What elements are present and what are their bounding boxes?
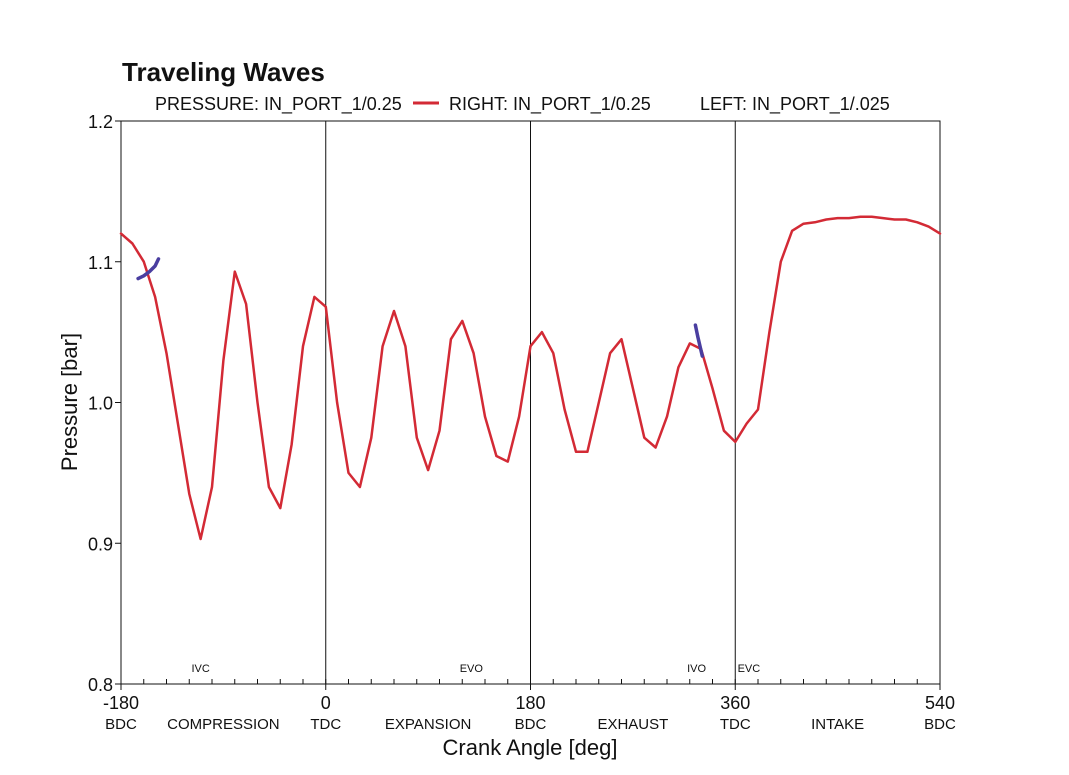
- y-tick-label: 0.8: [88, 675, 113, 695]
- x-tick-label: -180: [103, 693, 139, 713]
- event-label: IVC: [191, 663, 209, 675]
- y-axis: 0.8 0.9 1.0 1.1 1.2: [88, 112, 121, 695]
- chart-title: Traveling Waves: [122, 57, 325, 87]
- event-label: IVO: [687, 663, 706, 675]
- x-axis: -180 BDC 0 TDC 180 BDC 360 TDC 540 BDC: [103, 684, 956, 733]
- x-tick-label: 0: [321, 693, 331, 713]
- phase-labels: COMPRESSION EXPANSION EXHAUST INTAKE: [167, 716, 864, 733]
- legend-entry: LEFT: IN_PORT_1/.025: [700, 94, 890, 115]
- event-label: EVC: [738, 663, 761, 675]
- phase-label: EXPANSION: [385, 716, 471, 733]
- stroke-marker-label: BDC: [924, 716, 956, 733]
- event-label: EVO: [460, 663, 484, 675]
- left-marker-line: [136, 257, 161, 281]
- x-tick-label: 540: [925, 693, 955, 713]
- stroke-marker-label: BDC: [105, 716, 137, 733]
- pressure-series-line: [119, 215, 942, 541]
- legend: PRESSURE: IN_PORT_1/0.25 RIGHT: IN_PORT_1…: [155, 94, 890, 115]
- event-labels: IVC EVO IVO EVC: [191, 663, 760, 675]
- y-tick-label: 0.9: [88, 534, 113, 554]
- series-group: [119, 215, 942, 541]
- phase-label: COMPRESSION: [167, 716, 280, 733]
- y-axis-title: Pressure [bar]: [57, 333, 82, 471]
- stroke-marker-label: TDC: [310, 716, 341, 733]
- stroke-dividers: [325, 121, 736, 684]
- phase-label: INTAKE: [811, 716, 864, 733]
- y-tick-label: 1.2: [88, 112, 113, 132]
- x-tick-label: 360: [720, 693, 750, 713]
- x-axis-title: Crank Angle [deg]: [443, 735, 618, 760]
- y-tick-label: 1.1: [88, 253, 113, 273]
- legend-entry: PRESSURE: IN_PORT_1/0.25: [155, 94, 402, 115]
- minor-ticks: [120, 679, 941, 684]
- left-marker-line: [693, 323, 705, 358]
- legend-entry: RIGHT: IN_PORT_1/0.25: [449, 94, 651, 115]
- y-tick-label: 1.0: [88, 394, 113, 414]
- stroke-marker-label: TDC: [720, 716, 751, 733]
- phase-label: EXHAUST: [597, 716, 668, 733]
- x-tick-label: 180: [515, 693, 545, 713]
- stroke-marker-label: BDC: [515, 716, 547, 733]
